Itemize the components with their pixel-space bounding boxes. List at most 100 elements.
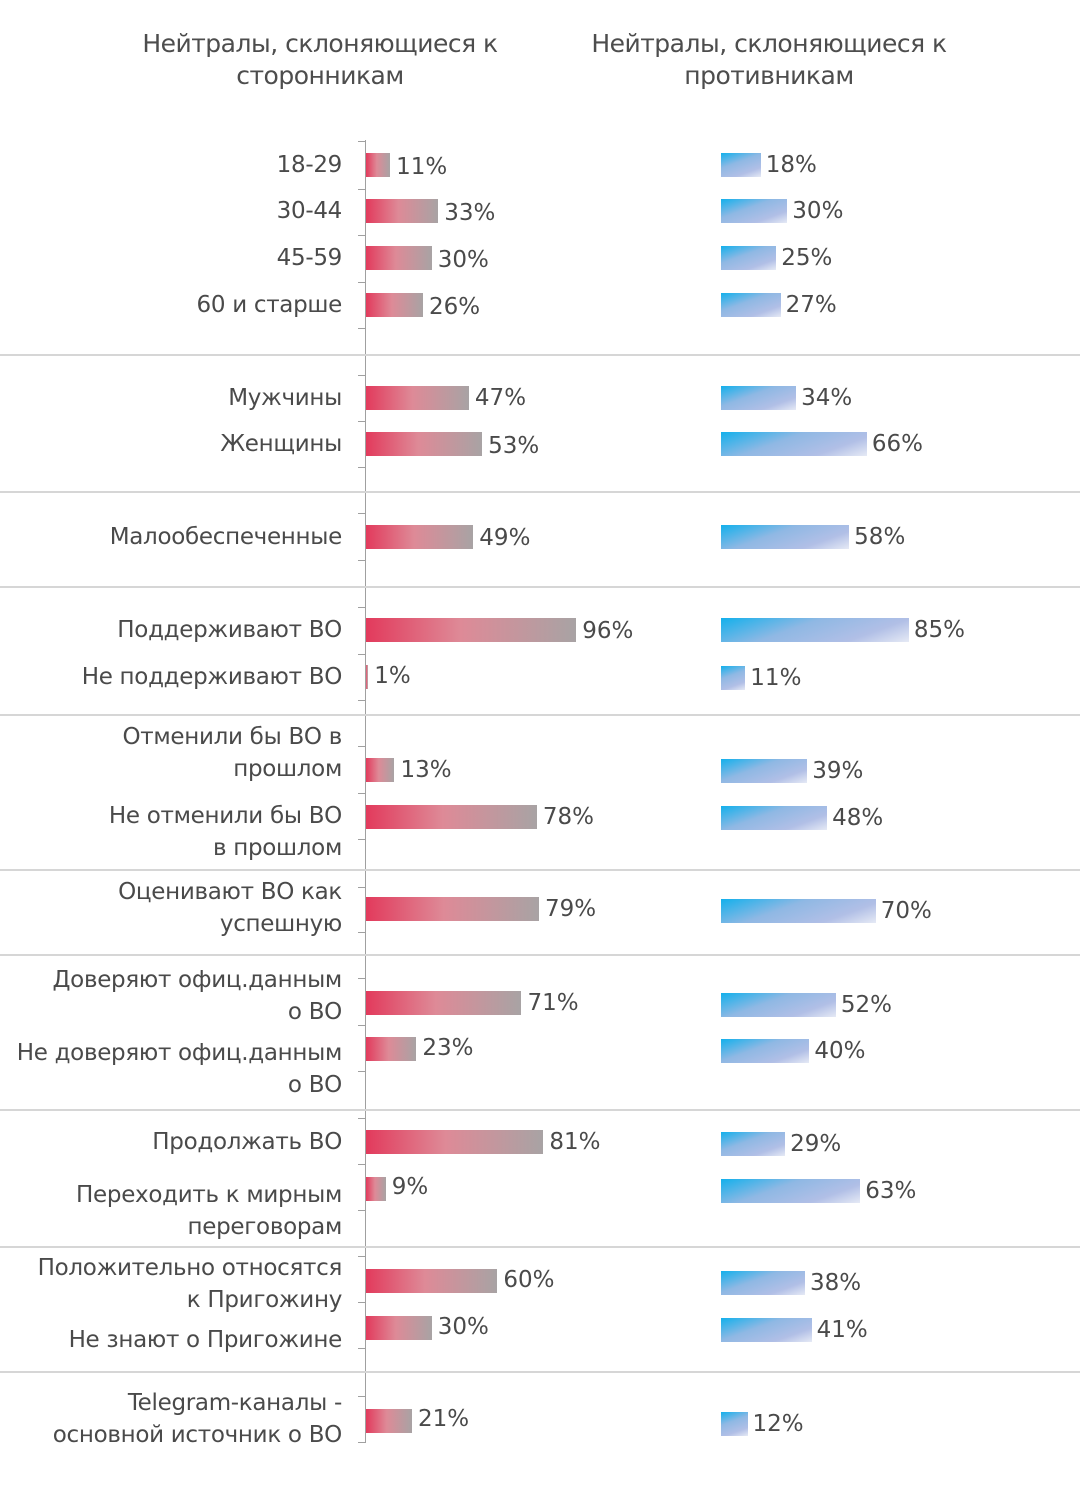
bar-left-supporters [366, 991, 522, 1015]
category-label-line: Поддерживают ВО [117, 617, 342, 643]
group-separator [0, 1246, 1080, 1248]
bar-left-value-label: 53% [488, 433, 540, 459]
bar-right-opponents [721, 1271, 805, 1295]
category-label: Положительно относятся к Пригожину [0, 1252, 343, 1316]
bar-right-value-label: 30% [792, 198, 844, 224]
bar-left-value-label: 9% [391, 1174, 429, 1200]
bar-right-value-label: 18% [765, 152, 817, 178]
axis-tick [358, 141, 366, 142]
bar-left-value-label: 81% [549, 1129, 601, 1155]
category-label: Поддерживают ВО [0, 614, 342, 646]
bar-left-value-label: 1% [374, 663, 411, 689]
bar-right-value-label: 27% [785, 292, 837, 318]
bar-left-value-label: 30% [437, 247, 489, 273]
axis-tick [358, 887, 366, 888]
bar-left-supporters [366, 1269, 498, 1293]
bar-left-value-label: 47% [474, 385, 527, 411]
bar-right-opponents [721, 759, 808, 783]
bar-right-opponents [721, 1412, 748, 1436]
axis-tick [358, 932, 366, 933]
group-separator [0, 869, 1080, 871]
bar-left-value-label: 79% [545, 896, 597, 922]
bar-left-value-label: 78% [542, 804, 594, 830]
category-label: 18-29 [0, 149, 343, 181]
category-label-line: к Пригожину [186, 1287, 343, 1313]
axis-tick [358, 746, 366, 747]
category-label-line: переговорам [187, 1214, 343, 1240]
bar-right-value-label: 58% [854, 524, 906, 550]
category-label-line: 45-59 [276, 245, 343, 271]
axis-tick [358, 1348, 366, 1349]
group-separator [0, 586, 1080, 588]
bar-left-supporters [366, 665, 369, 689]
axis-tick [358, 375, 366, 376]
category-label-line: Отменили бы ВО в [122, 724, 342, 750]
group-separator [0, 354, 1080, 356]
bar-right-opponents [721, 666, 746, 690]
axis-tick [358, 793, 366, 794]
category-label: Оценивают ВО как успешную [0, 876, 342, 940]
bar-left-value-label: 11% [396, 154, 448, 180]
axis-tick [358, 839, 366, 840]
bar-left-supporters [366, 897, 539, 921]
category-label-line: Женщины [220, 431, 342, 457]
category-label-line: Не доверяют офиц.данным [16, 1040, 343, 1066]
bar-right-value-label: 41% [816, 1317, 868, 1343]
bar-left-value-label: 96% [582, 618, 634, 644]
bar-left-value-label: 26% [428, 294, 481, 320]
category-label: Не доверяют офиц.данным о ВО [0, 1037, 343, 1101]
axis-tick [358, 1442, 366, 1443]
axis-tick [358, 513, 366, 514]
category-label-line: Положительно относятся [37, 1255, 343, 1281]
category-label: 60 и старше [0, 289, 343, 321]
bar-right-value-label: 25% [781, 245, 833, 271]
left-column-title: Нейтралы, склоняющиеся к сторонникам [120, 28, 520, 92]
bar-right-opponents [721, 618, 909, 642]
bar-right-value-label: 52% [840, 992, 893, 1018]
axis-tick [358, 978, 366, 979]
right-column-title: Нейтралы, склоняющиеся к противникам [569, 28, 969, 92]
bar-left-value-label: 13% [400, 757, 452, 783]
right-title-line2: противникам [684, 61, 854, 90]
bar-right-opponents [721, 806, 828, 830]
category-label: Доверяют офиц.данным о ВО [0, 964, 343, 1028]
bar-right-opponents [721, 246, 777, 270]
axis-tick [358, 1256, 366, 1257]
bar-left-supporters [366, 386, 469, 410]
bar-right-opponents [721, 1179, 861, 1203]
group-separator [0, 1109, 1080, 1111]
bar-left-supporters [366, 199, 439, 223]
category-label-line: Переходить к мирным [76, 1182, 342, 1208]
category-label-line: Не отменили бы ВО [108, 803, 342, 829]
group-separator [0, 714, 1080, 716]
axis-tick [358, 1025, 366, 1026]
bar-left-supporters [366, 246, 432, 270]
group-separator [0, 491, 1080, 493]
bar-left-value-label: 21% [417, 1406, 470, 1432]
axis-tick [358, 700, 366, 701]
category-label-line: основной источник о ВО [52, 1422, 343, 1448]
bar-right-opponents [721, 1132, 786, 1156]
bar-right-opponents [721, 432, 867, 456]
category-label-line: Доверяют офиц.данным [52, 967, 343, 993]
bar-left-value-label: 30% [437, 1314, 489, 1340]
category-label-line: Мужчины [228, 385, 342, 411]
category-label-line: Не знают о Пригожине [68, 1327, 343, 1353]
category-label: Женщины [0, 428, 342, 460]
bar-right-opponents [721, 899, 876, 923]
bar-right-opponents [721, 293, 781, 317]
group-separator [0, 954, 1080, 956]
bar-right-value-label: 38% [809, 1270, 862, 1296]
bar-right-opponents [721, 153, 761, 177]
axis-tick [358, 421, 366, 422]
bar-right-opponents [721, 525, 850, 549]
category-label-line: в прошлом [212, 835, 342, 861]
bar-right-value-label: 40% [814, 1038, 866, 1064]
category-label-line: прошлом [233, 756, 342, 782]
category-label: Не поддерживают ВО [0, 661, 343, 693]
axis-tick [358, 1071, 366, 1072]
category-label: Переходить к мирным переговорам [0, 1179, 342, 1243]
bar-right-value-label: 85% [913, 617, 965, 643]
bar-left-supporters [366, 1130, 544, 1154]
bar-left-supporters [366, 1177, 386, 1201]
